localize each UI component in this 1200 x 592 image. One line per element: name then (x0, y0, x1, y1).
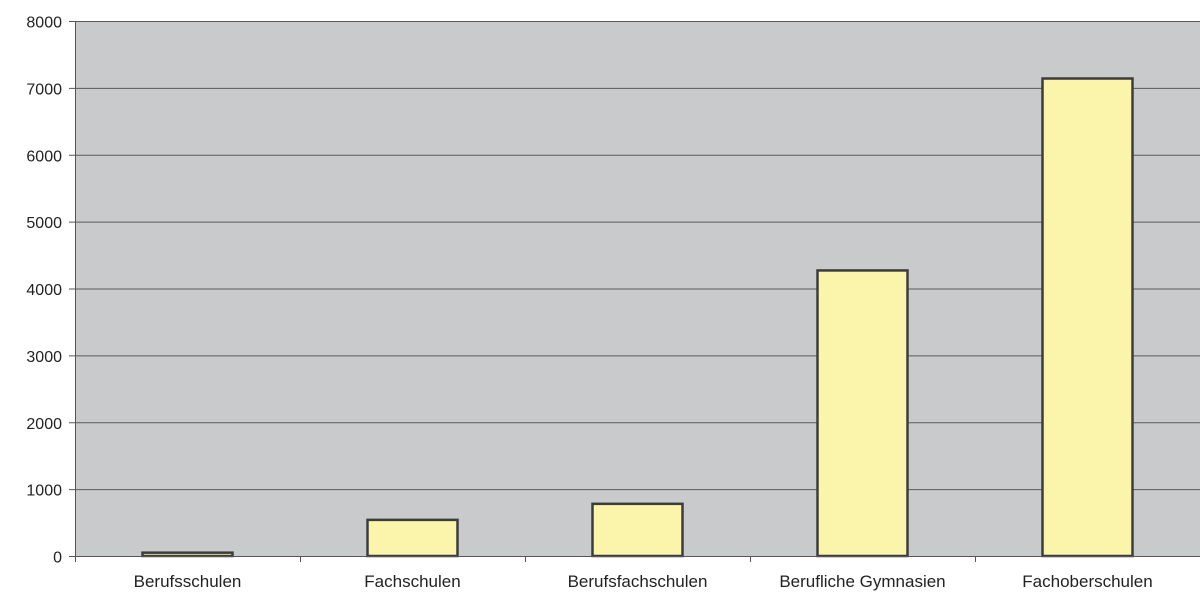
bar-berufsschulen (141, 551, 234, 558)
y-tick-label: 7000 (26, 81, 62, 98)
bar-berufliche-gymnasien (816, 269, 909, 558)
y-tick-label: 6000 (26, 148, 62, 165)
y-tick-labels: 0 1000 2000 3000 4000 5000 6000 7000 8000 (26, 15, 75, 567)
y-tick-label: 2000 (26, 416, 62, 433)
y-tick-label: 5000 (26, 215, 62, 232)
y-tick-label: 1000 (26, 483, 62, 500)
x-tick-labels: Berufsschulen Fachschulen Berufsfachschule… (134, 556, 1153, 591)
bar-fachschulen (366, 518, 459, 558)
x-tick-label: Berufsschulen (134, 572, 242, 591)
gridlines (75, 21, 1200, 491)
axes (69, 21, 1200, 562)
x-tick-label: Berufsfachschulen (568, 572, 708, 591)
y-tick-label: 3000 (26, 349, 62, 366)
x-tick-label: Berufliche Gymnasien (779, 572, 945, 591)
y-tick-label: 8000 (26, 15, 62, 32)
bar-fachoberschulen (1041, 77, 1134, 558)
y-tick-label: 0 (53, 550, 62, 567)
x-tick-label: Fachoberschulen (1022, 572, 1152, 591)
y-tick-label: 4000 (26, 282, 62, 299)
x-tick-label: Fachschulen (364, 572, 460, 591)
bar-berufsfachschulen (591, 502, 684, 558)
